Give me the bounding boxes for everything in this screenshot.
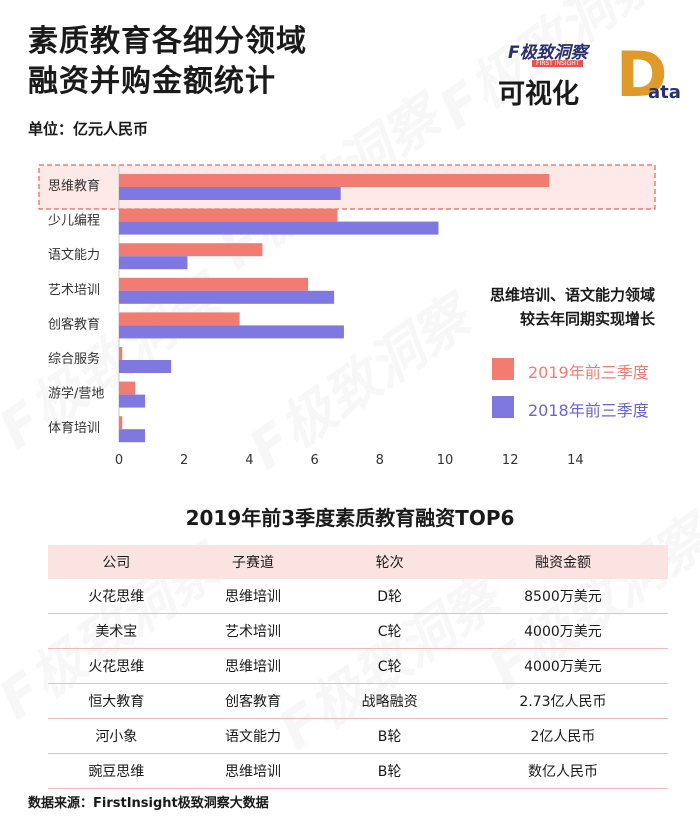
- bar-2018: [119, 290, 335, 304]
- annotation-line-2: 较去年同期实现增长: [519, 310, 655, 328]
- x-tick-label: 8: [376, 453, 384, 468]
- legend-label-2018: 2018年前三季度: [528, 401, 649, 420]
- cell-subtrack: 思维培训: [184, 579, 322, 614]
- cell-subtrack: 语文能力: [184, 718, 322, 754]
- annotation-line-1: 思维培训、语文能力领域: [489, 286, 655, 304]
- header-subtrack: 子赛道: [184, 545, 322, 579]
- cell-amount: 2亿人民币: [457, 718, 668, 754]
- x-tick-label: 10: [437, 453, 454, 468]
- cell-company: 火花思维: [48, 579, 185, 614]
- category-label: 语文能力: [48, 248, 100, 263]
- bar-2019: [119, 243, 263, 257]
- cell-round: C轮: [321, 648, 458, 684]
- unit-label: 单位：亿元人民币: [28, 120, 149, 138]
- x-tick-label: 14: [567, 453, 584, 468]
- cell-company: 恒大教育: [48, 683, 185, 719]
- brand-logo: F极致洞察 FIRST INSIGHT 可视化 D ata: [498, 38, 681, 111]
- bar-2018: [119, 187, 341, 200]
- x-tick-label: 0: [115, 453, 123, 468]
- bar-2019: [119, 312, 240, 326]
- cell-amount: 4000万美元: [457, 648, 668, 684]
- bar-2018: [119, 360, 172, 373]
- cell-round: C轮: [321, 613, 458, 649]
- table-row: 美术宝 艺术培训 C轮 4000万美元: [48, 613, 668, 649]
- category-label: 创客教育: [48, 316, 100, 332]
- header-round: 轮次: [321, 545, 458, 579]
- table-title: 2019年前3季度素质教育融资TOP6: [185, 506, 515, 530]
- cell-subtrack: 艺术培训: [184, 613, 322, 649]
- category-label: 体育培训: [48, 420, 100, 436]
- x-tick-label: 6: [310, 453, 318, 468]
- legend-swatch-2019: [492, 358, 514, 380]
- title-line-1: 素质教育各细分领域: [28, 24, 307, 59]
- cell-round: 战略融资: [321, 683, 458, 719]
- x-tick-label: 2: [180, 453, 188, 468]
- cell-subtrack: 创客教育: [184, 683, 322, 719]
- header-company: 公司: [48, 545, 185, 579]
- data-source: 数据来源：FirstInsight极致洞察大数据: [28, 796, 269, 811]
- logo-brand-sub: FIRST INSIGHT: [532, 60, 584, 67]
- cell-subtrack: 思维培训: [184, 648, 322, 684]
- category-label: 游学/营地: [48, 386, 104, 402]
- table-row: 河小象 语文能力 B轮 2亿人民币: [48, 718, 668, 754]
- table-row: 火花思维 思维培训 D轮 8500万美元: [48, 579, 668, 614]
- cell-amount: 8500万美元: [457, 579, 668, 614]
- cell-amount: 数亿人民币: [457, 753, 668, 789]
- bar-2019: [119, 347, 123, 360]
- cell-company: 火花思维: [48, 648, 185, 684]
- cell-subtrack: 思维培训: [184, 753, 322, 789]
- category-label: 艺术培训: [48, 282, 100, 298]
- bar-2018: [119, 221, 439, 235]
- bar-2019: [119, 381, 136, 395]
- category-label: 少儿编程: [48, 214, 100, 229]
- bar-2019: [119, 416, 123, 430]
- cell-amount: 2.73亿人民币: [457, 683, 668, 719]
- x-tick-label: 12: [502, 453, 519, 468]
- bar-2019: [119, 208, 338, 222]
- table-row: 火花思维 思维培训 C轮 4000万美元: [48, 648, 668, 684]
- legend-swatch-2018: [492, 396, 514, 418]
- cell-amount: 4000万美元: [457, 613, 668, 649]
- logo-brand-text: F极致洞察: [508, 43, 588, 63]
- bar-2018: [119, 394, 146, 408]
- cell-round: B轮: [321, 718, 458, 754]
- logo-ata-text: ata: [648, 82, 681, 103]
- bar-2018: [119, 325, 344, 339]
- cell-company: 豌豆思维: [48, 753, 185, 789]
- cell-round: D轮: [321, 579, 458, 614]
- bar-2018: [119, 429, 146, 443]
- logo-d-letter: D: [616, 38, 668, 111]
- x-tick-label: 4: [245, 453, 253, 468]
- logo-vis-text: 可视化: [498, 79, 579, 110]
- bar-2019: [119, 174, 550, 187]
- category-label: 思维教育: [48, 178, 100, 194]
- page-title: 素质教育各细分领域 融资并购金额统计: [28, 22, 307, 102]
- cell-company: 河小象: [48, 718, 185, 754]
- table-row: 恒大教育 创客教育 战略融资 2.73亿人民币: [48, 683, 668, 719]
- legend-label-2019: 2019年前三季度: [528, 363, 649, 382]
- financing-table: 公司 子赛道 轮次 融资金额 火花思维 思维培训 D轮 8500万美元 美术宝 …: [48, 545, 668, 789]
- category-label: 综合服务: [48, 351, 100, 367]
- header-amount: 融资金额: [457, 545, 668, 579]
- bar-2018: [119, 256, 188, 270]
- table-row: 豌豆思维 思维培训 B轮 数亿人民币: [48, 753, 668, 789]
- title-line-2: 融资并购金额统计: [28, 64, 276, 99]
- bar-2019: [119, 277, 309, 291]
- cell-company: 美术宝: [48, 613, 185, 649]
- cell-round: B轮: [321, 753, 458, 789]
- table-header-row: 公司 子赛道 轮次 融资金额: [48, 545, 668, 579]
- chart-annotation: 思维培训、语文能力领域 较去年同期实现增长: [440, 283, 655, 331]
